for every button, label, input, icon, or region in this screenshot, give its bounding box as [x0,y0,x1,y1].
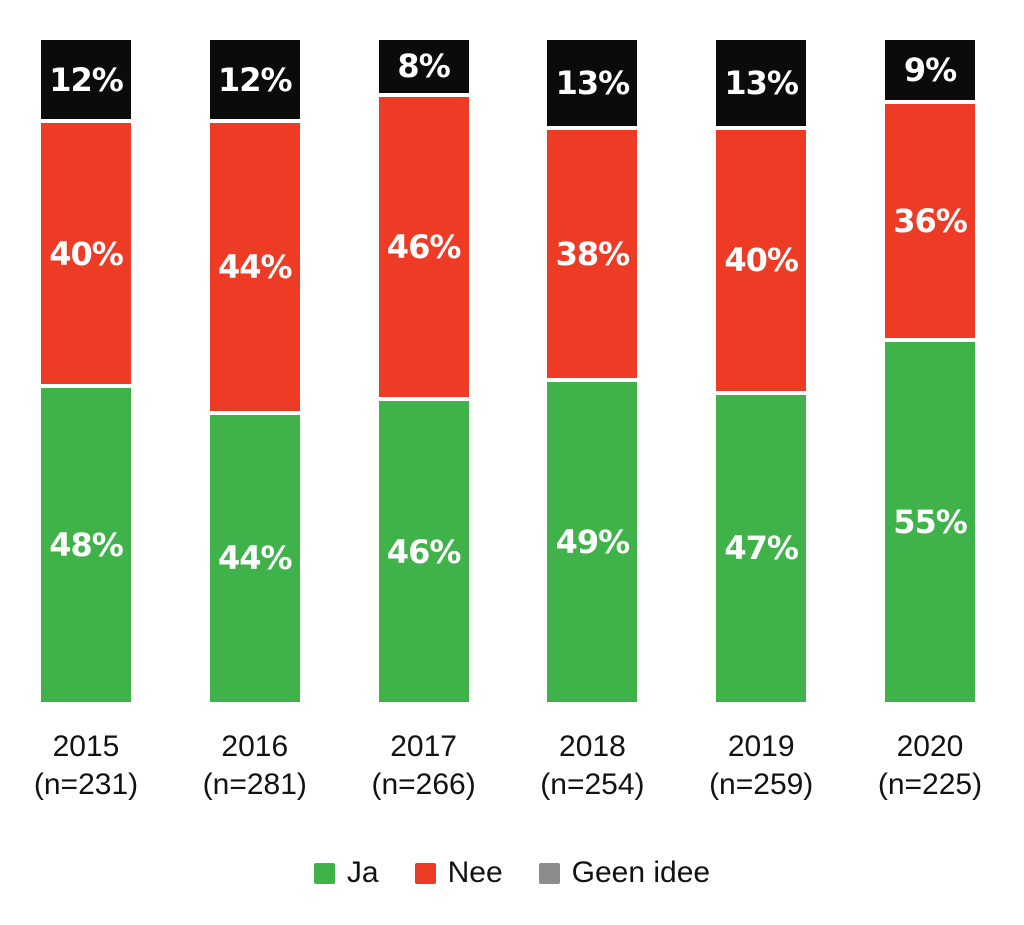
bar-segment-nee: 40% [716,126,807,391]
category-n-label: (n=225) [877,768,983,801]
category-axis: 2015 (n=231) 2016 (n=281) 2017 (n=266) 2018 (n=… [0,728,1024,804]
segment-value-label: 13% [555,64,631,103]
plot-area: 12% 40% 48% 12% 44% 44% 8% 46% 46% 13% 38% 49% 13% 40… [0,40,1024,702]
bar-segment-nee: 36% [884,99,975,338]
segment-value-label: 38% [555,234,631,273]
segment-value-label: 9% [903,50,957,89]
bar-segment-ja: 44% [209,410,300,702]
bar-segment-geen-idee: 13% [716,40,807,127]
segment-value-label: 48% [49,526,124,565]
category-label-group: 2016 (n=281) [203,728,307,804]
bar-segment-geen-idee: 13% [547,40,638,127]
bar-column: 13% 38% 49% [547,40,638,702]
legend-item-geen-idee: Geen idee [538,856,711,890]
category-label-group: 2018 (n=254) [540,728,644,804]
bar-column: 8% 46% 46% [378,40,469,702]
segment-value-label: 46% [386,532,462,571]
segment-value-label: 46% [386,228,462,267]
legend-item-ja: Ja [313,856,379,890]
bar-column: 12% 40% 48% [41,40,131,702]
bar-segment-geen-idee: 12% [41,40,131,120]
category-year-label: 2019 [727,730,795,763]
bar-segment-geen-idee: 12% [209,40,300,120]
stacked-bar-chart: 12% 40% 48% 12% 44% 44% 8% 46% 46% 13% 38% 49% 13% 40… [0,40,1024,925]
segment-value-label: 40% [49,234,124,273]
bar-segment-ja: 46% [378,397,469,702]
category-n-label: (n=266) [371,768,476,801]
segment-value-label: 55% [893,502,968,541]
legend-label: Nee [447,856,503,889]
segment-value-label: 49% [555,522,631,561]
legend-label: Geen idee [571,856,711,889]
legend-swatch-ja [313,862,335,884]
category-label-group: 2015 (n=231) [34,728,138,804]
category-year-label: 2016 [221,730,289,763]
segment-value-label: 12% [49,60,124,99]
category-year-label: 2020 [896,730,964,763]
segment-value-label: 36% [893,201,968,240]
segment-value-label: 44% [218,539,293,578]
bar-segment-ja: 48% [41,384,131,702]
legend-item-nee: Nee [414,856,503,890]
category-year-label: 2018 [559,730,626,763]
bar-column: 13% 40% 47% [716,40,807,702]
bar-segment-ja: 55% [884,337,975,702]
segment-value-label: 8% [397,47,450,86]
bar-segment-geen-idee: 9% [884,40,975,100]
legend-label: Ja [346,856,379,889]
category-year-label: 2017 [390,730,457,763]
bar-column: 9% 36% 55% [884,40,975,702]
legend-swatch-nee [414,862,436,884]
segment-value-label: 40% [724,241,799,280]
category-label-group: 2019 (n=259) [709,728,813,804]
category-n-label: (n=231) [33,768,139,801]
segment-value-label: 13% [724,64,799,103]
legend-swatch-geen-idee [538,862,560,884]
segment-value-label: 44% [218,248,293,287]
bar-column: 12% 44% 44% [209,40,300,702]
category-year-label: 2015 [52,730,120,763]
category-label-group: 2020 (n=225) [878,728,982,804]
segment-value-label: 12% [218,60,293,99]
segment-value-label: 47% [724,529,799,568]
bar-segment-nee: 46% [378,92,469,398]
category-n-label: (n=254) [540,768,645,801]
bar-segment-ja: 47% [716,390,807,702]
bar-segment-geen-idee: 8% [378,40,469,93]
category-label-group: 2017 (n=266) [371,728,475,804]
bar-segment-nee: 38% [547,126,638,378]
bar-segment-nee: 40% [41,119,131,385]
legend: Ja Nee Geen idee [0,856,1024,890]
category-n-label: (n=259) [709,768,814,801]
category-n-label: (n=281) [202,768,307,801]
bar-segment-ja: 49% [547,377,638,702]
bar-segment-nee: 44% [209,119,300,411]
